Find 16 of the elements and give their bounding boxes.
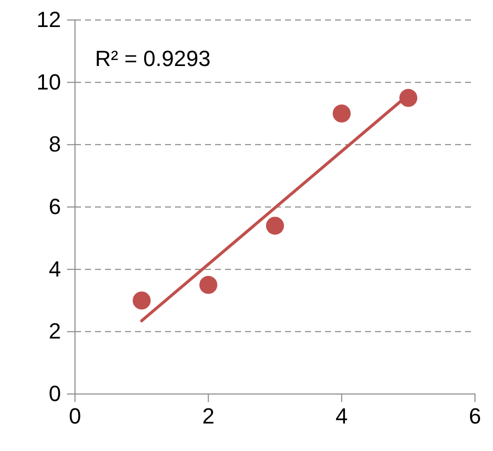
y-tick-label: 12	[36, 7, 61, 32]
point	[199, 276, 218, 294]
x-tick-label: 6	[468, 404, 482, 429]
point	[332, 104, 351, 122]
y-tick-label: 4	[48, 256, 61, 282]
x-tick-label: 4	[336, 404, 348, 429]
point	[266, 216, 284, 235]
annotation: R² = 0.9293	[95, 46, 211, 71]
y-tick-label: 2	[48, 318, 61, 344]
x-tick-label: 2	[202, 404, 214, 429]
y-tick-label: 0	[48, 381, 61, 406]
point	[132, 292, 151, 310]
y-tick-label: 8	[48, 132, 61, 157]
y-tick-label: 10	[36, 69, 61, 94]
y-tick-label: 6	[48, 194, 61, 220]
x-tick-label: 0	[68, 404, 82, 429]
